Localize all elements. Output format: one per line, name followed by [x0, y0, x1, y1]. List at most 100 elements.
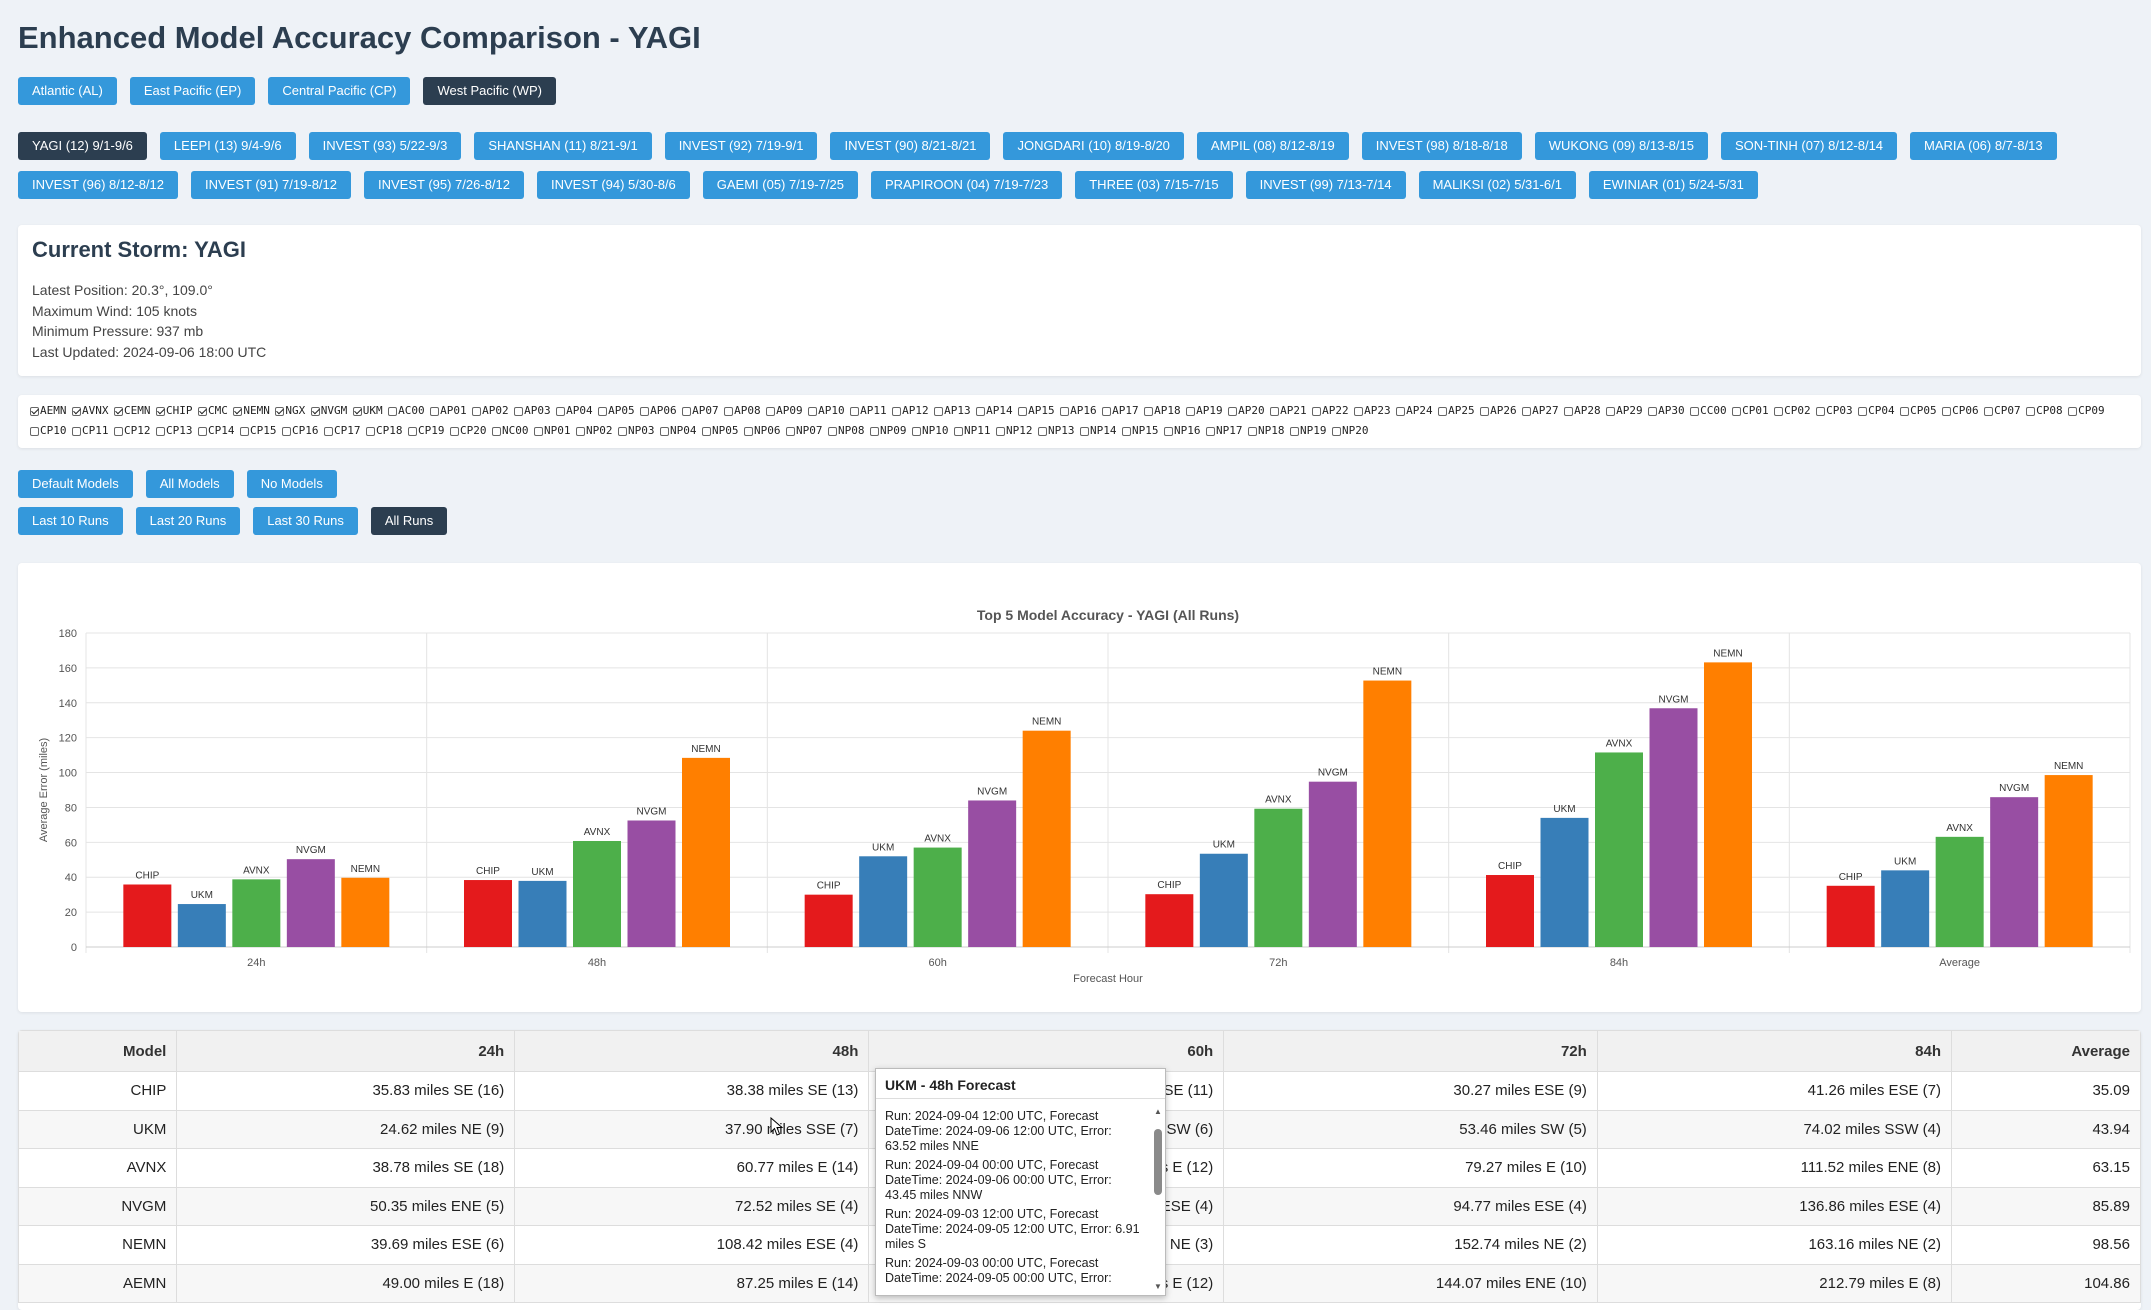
model-checkbox-np13[interactable]: NP13	[1038, 423, 1075, 439]
scroll-up-icon[interactable]: ▲	[1154, 1107, 1162, 1116]
checkbox-unchecked-icon[interactable]	[534, 426, 543, 436]
checkbox-unchecked-icon[interactable]	[240, 426, 249, 436]
run-filter-button-last-10-runs[interactable]: Last 10 Runs	[18, 507, 123, 535]
checkbox-checked-icon[interactable]	[30, 406, 39, 416]
column-header-72h[interactable]: 72h	[1223, 1030, 1598, 1072]
checkbox-unchecked-icon[interactable]	[1942, 406, 1952, 416]
model-checkbox-cp08[interactable]: CP08	[2026, 403, 2063, 419]
column-header-average[interactable]: Average	[1951, 1030, 2141, 1072]
error-cell[interactable]: 94.77 miles ESE (4)	[1223, 1186, 1598, 1226]
error-cell[interactable]: 38.38 miles SE (13)	[514, 1071, 870, 1111]
error-cell[interactable]: 85.89	[1951, 1186, 2141, 1226]
model-checkbox-cp02[interactable]: CP02	[1774, 403, 1811, 419]
model-checkbox-np06[interactable]: NP06	[744, 423, 781, 439]
model-checkbox-np15[interactable]: NP15	[1122, 423, 1159, 439]
model-checkbox-np19[interactable]: NP19	[1290, 423, 1327, 439]
checkbox-unchecked-icon[interactable]	[1312, 406, 1322, 416]
model-checkbox-ap20[interactable]: AP20	[1228, 403, 1265, 419]
checkbox-unchecked-icon[interactable]	[808, 406, 818, 416]
checkbox-unchecked-icon[interactable]	[1248, 426, 1257, 436]
checkbox-checked-icon[interactable]	[233, 406, 243, 416]
checkbox-checked-icon[interactable]	[352, 406, 362, 416]
error-cell[interactable]: 212.79 miles E (8)	[1596, 1263, 1953, 1303]
basin-button-east-pacific-ep[interactable]: East Pacific (EP)	[129, 77, 256, 105]
model-checkbox-ap07[interactable]: AP07	[682, 403, 719, 419]
model-checkbox-ap12[interactable]: AP12	[892, 403, 929, 419]
error-cell[interactable]: 72.52 miles SE (4)	[514, 1186, 870, 1226]
storm-button-wukong-09-8-13-8-15[interactable]: WUKONG (09) 8/13-8/15	[1534, 132, 1708, 160]
checkbox-unchecked-icon[interactable]	[640, 406, 650, 416]
checkbox-unchecked-icon[interactable]	[388, 406, 398, 416]
model-checkbox-nvgm[interactable]: NVGM	[310, 403, 347, 419]
model-checkbox-ap04[interactable]: AP04	[556, 403, 593, 419]
model-checkbox-cp13[interactable]: CP13	[156, 423, 193, 439]
checkbox-checked-icon[interactable]	[72, 406, 81, 416]
checkbox-unchecked-icon[interactable]	[1122, 426, 1131, 436]
model-checkbox-np18[interactable]: NP18	[1248, 423, 1285, 439]
error-cell[interactable]: 152.74 miles NE (2)	[1223, 1225, 1598, 1265]
storm-button-shanshan-11-8-21-9-1[interactable]: SHANSHAN (11) 8/21-9/1	[474, 132, 652, 160]
model-preset-button-default-models[interactable]: Default Models	[18, 470, 133, 498]
checkbox-unchecked-icon[interactable]	[514, 406, 524, 416]
model-checkbox-np02[interactable]: NP02	[576, 423, 613, 439]
model-checkbox-ap25[interactable]: AP25	[1438, 403, 1475, 419]
model-checkbox-cp05[interactable]: CP05	[1900, 403, 1937, 419]
checkbox-unchecked-icon[interactable]	[1984, 406, 1994, 416]
storm-button-invest-95-7-26-8-12[interactable]: INVEST (95) 7/26-8/12	[364, 171, 524, 199]
model-checkbox-ap09[interactable]: AP09	[766, 403, 803, 419]
model-checkbox-cp10[interactable]: CP10	[30, 423, 67, 439]
model-checkbox-np17[interactable]: NP17	[1206, 423, 1243, 439]
checkbox-unchecked-icon[interactable]	[114, 426, 123, 436]
model-checkbox-ap26[interactable]: AP26	[1480, 403, 1517, 419]
model-checkbox-np08[interactable]: NP08	[828, 423, 865, 439]
checkbox-unchecked-icon[interactable]	[724, 406, 734, 416]
error-cell[interactable]: 79.27 miles E (10)	[1223, 1148, 1598, 1188]
model-checkbox-ac00[interactable]: AC00	[388, 403, 425, 419]
run-filter-button-last-30-runs[interactable]: Last 30 Runs	[253, 507, 358, 535]
checkbox-unchecked-icon[interactable]	[1648, 406, 1658, 416]
model-checkbox-np01[interactable]: NP01	[534, 423, 571, 439]
checkbox-unchecked-icon[interactable]	[2026, 406, 2036, 416]
error-cell[interactable]: 49.00 miles E (18)	[176, 1263, 516, 1303]
checkbox-unchecked-icon[interactable]	[1606, 406, 1616, 416]
basin-button-atlantic-al[interactable]: Atlantic (AL)	[18, 77, 117, 105]
storm-button-invest-92-7-19-9-1[interactable]: INVEST (92) 7/19-9/1	[664, 132, 818, 160]
checkbox-unchecked-icon[interactable]	[1332, 426, 1341, 436]
error-cell[interactable]: 38.78 miles SE (18)	[176, 1148, 516, 1188]
model-checkbox-ap15[interactable]: AP15	[1018, 403, 1055, 419]
error-cell[interactable]: 63.15	[1951, 1148, 2141, 1188]
model-checkbox-ap21[interactable]: AP21	[1270, 403, 1307, 419]
model-checkbox-ngx[interactable]: NGX	[275, 403, 305, 419]
error-cell[interactable]: 50.35 miles ENE (5)	[176, 1186, 516, 1226]
error-cell[interactable]: 60.77 miles E (14)	[514, 1148, 870, 1188]
model-checkbox-ap06[interactable]: AP06	[640, 403, 677, 419]
checkbox-unchecked-icon[interactable]	[1144, 406, 1154, 416]
model-checkbox-ap18[interactable]: AP18	[1144, 403, 1181, 419]
checkbox-unchecked-icon[interactable]	[598, 406, 608, 416]
model-checkbox-np10[interactable]: NP10	[912, 423, 949, 439]
error-cell[interactable]: 30.27 miles ESE (9)	[1223, 1071, 1598, 1111]
error-cell[interactable]: 98.56	[1951, 1225, 2141, 1265]
checkbox-unchecked-icon[interactable]	[912, 426, 921, 436]
checkbox-unchecked-icon[interactable]	[618, 426, 627, 436]
checkbox-unchecked-icon[interactable]	[954, 426, 963, 436]
error-cell[interactable]: 111.52 miles ENE (8)	[1596, 1148, 1953, 1188]
model-checkbox-ap24[interactable]: AP24	[1396, 403, 1433, 419]
storm-button-invest-94-5-30-8-6[interactable]: INVEST (94) 5/30-8/6	[537, 171, 690, 199]
model-checkbox-np11[interactable]: NP11	[954, 423, 991, 439]
storm-button-invest-96-8-12-8-12[interactable]: INVEST (96) 8/12-8/12	[18, 171, 178, 199]
error-cell[interactable]: 87.25 miles E (14)	[514, 1263, 870, 1303]
storm-button-leepi-13-9-4-9-6[interactable]: LEEPI (13) 9/4-9/6	[159, 132, 296, 160]
checkbox-unchecked-icon[interactable]	[324, 426, 333, 436]
model-checkbox-ap30[interactable]: AP30	[1648, 403, 1685, 419]
checkbox-unchecked-icon[interactable]	[744, 426, 753, 436]
storm-button-invest-99-7-13-7-14[interactable]: INVEST (99) 7/13-7/14	[1245, 171, 1406, 199]
checkbox-unchecked-icon[interactable]	[1564, 406, 1574, 416]
model-checkbox-np03[interactable]: NP03	[618, 423, 655, 439]
checkbox-unchecked-icon[interactable]	[1290, 426, 1299, 436]
checkbox-unchecked-icon[interactable]	[1018, 406, 1028, 416]
checkbox-unchecked-icon[interactable]	[1038, 426, 1047, 436]
checkbox-unchecked-icon[interactable]	[1900, 406, 1910, 416]
checkbox-unchecked-icon[interactable]	[976, 406, 986, 416]
storm-button-invest-93-5-22-9-3[interactable]: INVEST (93) 5/22-9/3	[308, 132, 462, 160]
